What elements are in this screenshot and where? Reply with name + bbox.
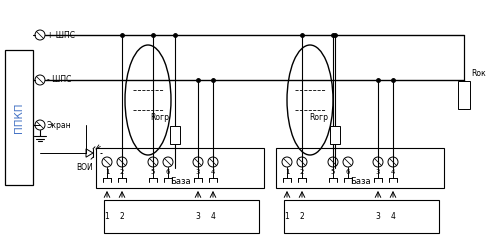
Text: Rок: Rок — [471, 69, 486, 78]
Text: 2: 2 — [120, 169, 124, 175]
Text: 6: 6 — [166, 169, 170, 175]
Text: 5: 5 — [151, 169, 155, 175]
Text: Экран: Экран — [47, 121, 72, 129]
Text: 5: 5 — [331, 169, 335, 175]
Text: 4: 4 — [210, 212, 216, 221]
Text: 4: 4 — [211, 169, 215, 175]
Text: 2: 2 — [120, 212, 124, 221]
Text: 4: 4 — [390, 212, 396, 221]
Bar — [104, 200, 259, 233]
Text: 4: 4 — [391, 169, 395, 175]
Text: Rогр: Rогр — [150, 113, 169, 122]
Text: 3: 3 — [376, 212, 380, 221]
Text: ВОИ: ВОИ — [76, 163, 94, 172]
Text: 3: 3 — [376, 169, 380, 175]
Bar — [276, 148, 444, 188]
Bar — [96, 148, 264, 188]
Bar — [458, 81, 470, 109]
Text: 3: 3 — [196, 212, 200, 221]
Text: 3: 3 — [196, 169, 200, 175]
Text: 1: 1 — [104, 212, 110, 221]
Text: 2: 2 — [300, 212, 304, 221]
Text: - ШПС: - ШПС — [47, 76, 72, 84]
Text: 6: 6 — [346, 169, 350, 175]
Text: 1: 1 — [285, 169, 289, 175]
Bar — [5, 50, 33, 185]
Text: 2: 2 — [300, 169, 304, 175]
Text: 1: 1 — [284, 212, 290, 221]
Text: База: База — [350, 176, 370, 186]
Bar — [330, 126, 340, 144]
Text: Rогр: Rогр — [309, 113, 328, 122]
Text: База: База — [170, 176, 190, 186]
Bar — [284, 200, 439, 233]
Text: + ШПС: + ШПС — [47, 30, 75, 39]
Bar — [170, 126, 180, 144]
Text: ППКП: ППКП — [14, 102, 24, 133]
Text: 1: 1 — [105, 169, 109, 175]
